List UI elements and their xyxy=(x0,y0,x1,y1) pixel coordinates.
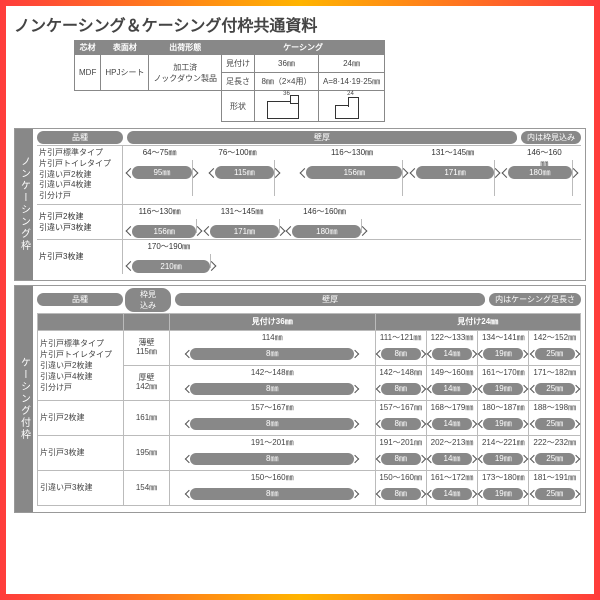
section-noncasing: ノンケーシング枠 品種 壁厚 内は枠見込み 片引戸標準タイプ片引戸トイレタイプ引… xyxy=(14,128,586,281)
casing-table: 見付け36㎜見付け24㎜片引戸標準タイプ片引戸トイレタイプ引違い戸2枚建引違い戸… xyxy=(37,313,581,506)
sheet: ノンケーシング＆ケーシング付枠共通資料 芯材表面材出荷形態ケーシング MDFHP… xyxy=(6,6,594,594)
page-title: ノンケーシング＆ケーシング付枠共通資料 xyxy=(14,12,586,36)
profile-36-icon xyxy=(267,101,299,119)
tab-noncasing: ノンケーシング枠 xyxy=(15,129,33,280)
profile-24-icon xyxy=(335,105,359,119)
section-casing: ケーシング付枠 品種 枠見込み 壁厚 内はケーシング足長さ 見付け36㎜見付け2… xyxy=(14,285,586,513)
tab-casing: ケーシング付枠 xyxy=(15,286,33,512)
spec-table: 芯材表面材出荷形態ケーシング MDFHPJシート 加工済ノックダウン製品 見付け… xyxy=(74,40,385,122)
note-badge: 内は枠見込み xyxy=(521,131,581,144)
